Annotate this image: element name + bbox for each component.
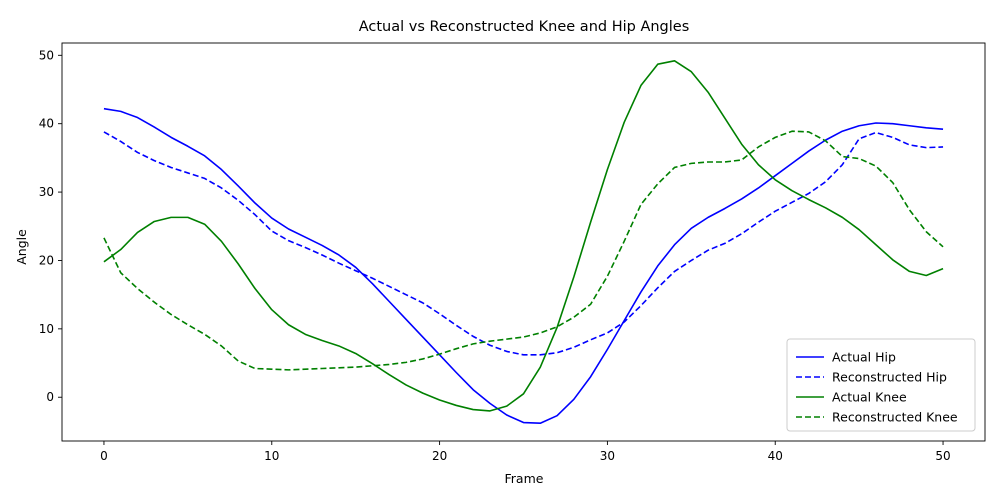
y-tick-label: 40 [39, 117, 54, 131]
x-tick-label: 20 [432, 449, 447, 463]
legend-label-4: Reconstructed Knee [832, 410, 958, 425]
y-tick-label: 50 [39, 48, 54, 62]
x-axis-label: Frame [505, 471, 544, 486]
x-tick-label: 40 [768, 449, 783, 463]
x-tick-label: 0 [100, 449, 108, 463]
x-tick-label: 50 [935, 449, 950, 463]
y-tick-label: 20 [39, 253, 54, 267]
series-layer [103, 59, 944, 425]
axes-layer: 0 10 20 30 40 50 0 10 20 30 40 50 [39, 42, 986, 463]
chart-title: Actual vs Reconstructed Knee and Hip Ang… [359, 19, 690, 35]
series-line-4 [103, 130, 944, 371]
x-tick-label: 10 [264, 449, 279, 463]
legend-label-1: Actual Hip [832, 350, 896, 365]
y-tick-label: 0 [46, 390, 54, 404]
y-tick-label: 30 [39, 185, 54, 199]
y-tick-label: 10 [39, 322, 54, 336]
legend-label-3: Actual Knee [832, 390, 907, 405]
x-tick-label: 30 [600, 449, 615, 463]
series-line-3 [103, 59, 944, 412]
legend-label-2: Reconstructed Hip [832, 370, 947, 385]
y-axis-label: Angle [14, 229, 29, 265]
legend: Actual Hip Reconstructed Hip Actual Knee Re… [786, 338, 976, 432]
series-line-1 [103, 107, 944, 425]
plot-frame [61, 42, 986, 442]
series-line-2 [103, 131, 944, 356]
legend-box [786, 338, 976, 432]
